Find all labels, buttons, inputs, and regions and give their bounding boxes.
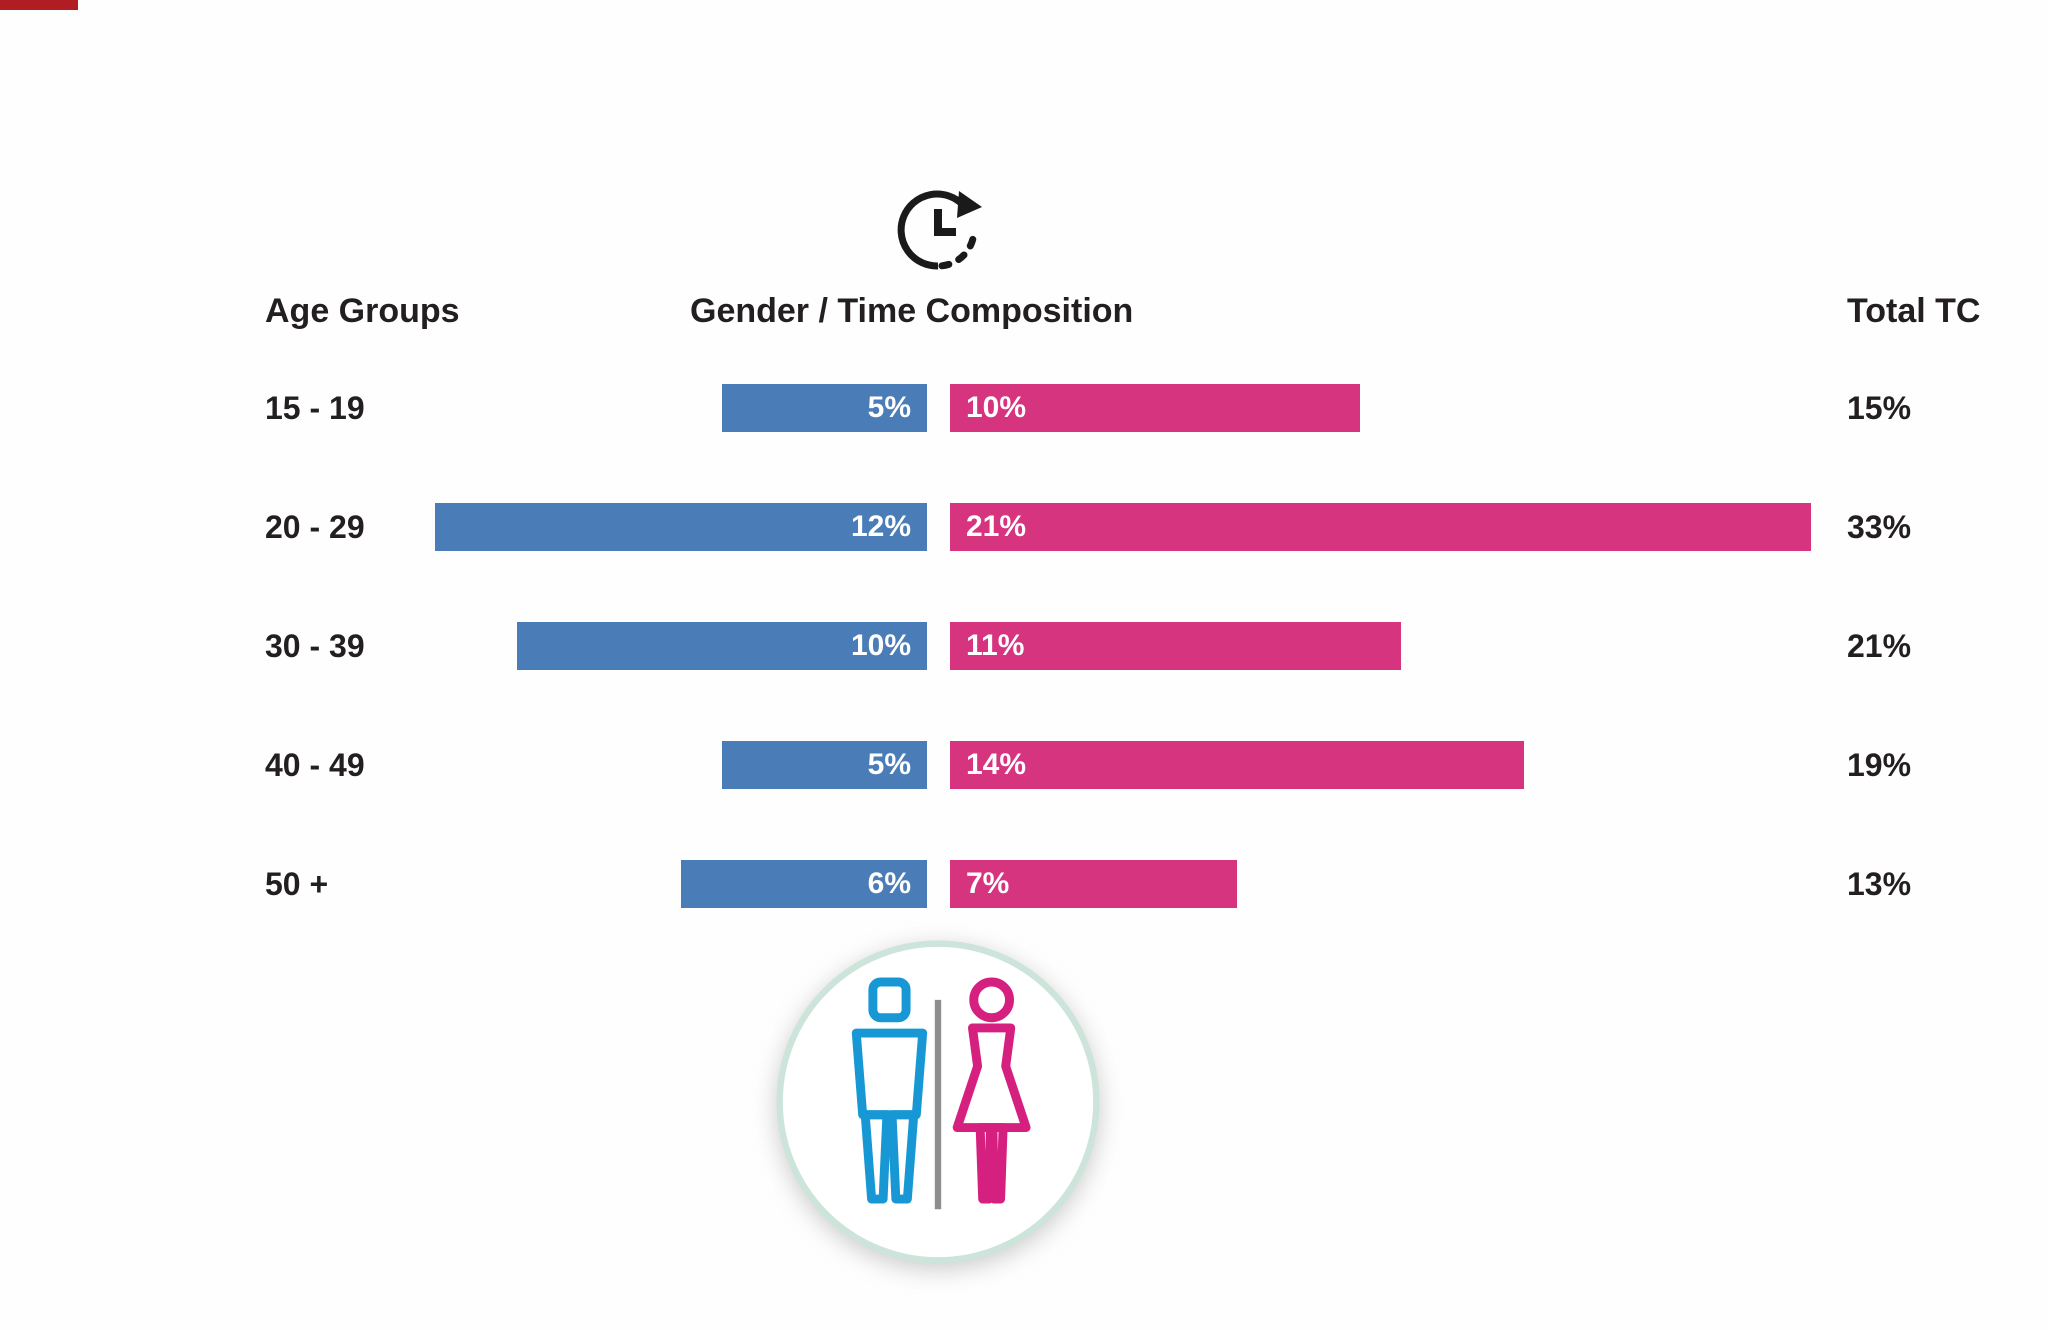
female-figure-icon xyxy=(952,977,1031,1204)
female-bar: 7% xyxy=(950,860,1237,908)
male-female-restroom-icon xyxy=(772,936,1104,1268)
chart-row: 20 - 29 12% 21% 33% xyxy=(0,503,2048,551)
female-bar: 21% xyxy=(950,503,1811,551)
male-bar: 12% xyxy=(435,503,927,551)
clock-history-icon xyxy=(890,178,990,278)
male-bar: 6% xyxy=(681,860,927,908)
age-group-label: 40 - 49 xyxy=(265,747,365,783)
male-figure-icon xyxy=(851,977,928,1204)
total-value-label: 33% xyxy=(1847,509,1912,545)
age-group-label: 50 + xyxy=(265,866,329,902)
chart-row: 15 - 19 5% 10% 15% xyxy=(0,384,2048,432)
age-group-label: 20 - 29 xyxy=(265,509,365,545)
chart-row: 30 - 39 10% 11% 21% xyxy=(0,622,2048,670)
total-tc-header: Total TC xyxy=(1847,292,1981,330)
female-bar: 10% xyxy=(950,384,1360,432)
male-bar: 10% xyxy=(517,622,927,670)
age-group-label: 15 - 19 xyxy=(265,390,365,426)
male-value-label: 5% xyxy=(867,391,911,424)
female-value-label: 7% xyxy=(966,867,1010,900)
female-bar: 14% xyxy=(950,741,1524,789)
male-value-label: 5% xyxy=(867,748,911,781)
male-value-label: 10% xyxy=(850,629,911,662)
female-value-label: 14% xyxy=(966,748,1027,781)
male-bar: 5% xyxy=(722,384,927,432)
total-value-label: 13% xyxy=(1847,866,1912,902)
male-bar: 5% xyxy=(722,741,927,789)
female-bar: 11% xyxy=(950,622,1401,670)
female-value-label: 11% xyxy=(966,629,1025,662)
total-value-label: 19% xyxy=(1847,747,1912,783)
chart-row: 40 - 49 5% 14% 19% xyxy=(0,741,2048,789)
female-value-label: 10% xyxy=(966,391,1027,424)
chart-row: 50 + 6% 7% 13% xyxy=(0,860,2048,908)
female-value-label: 21% xyxy=(966,510,1027,543)
clock-history-icon-svg xyxy=(897,190,982,270)
age-group-label: 30 - 39 xyxy=(265,628,365,664)
corner-artifact-mark xyxy=(0,0,78,10)
total-value-label: 21% xyxy=(1847,628,1912,664)
male-value-label: 6% xyxy=(867,867,911,900)
age-groups-header: Age Groups xyxy=(265,292,460,330)
male-value-label: 12% xyxy=(850,510,911,543)
total-value-label: 15% xyxy=(1847,390,1912,426)
column-headers: Age Groups Gender / Time Composition Tot… xyxy=(0,292,2048,338)
composition-header: Gender / Time Composition xyxy=(690,292,1134,330)
gender-badge-svg xyxy=(776,940,1100,1264)
